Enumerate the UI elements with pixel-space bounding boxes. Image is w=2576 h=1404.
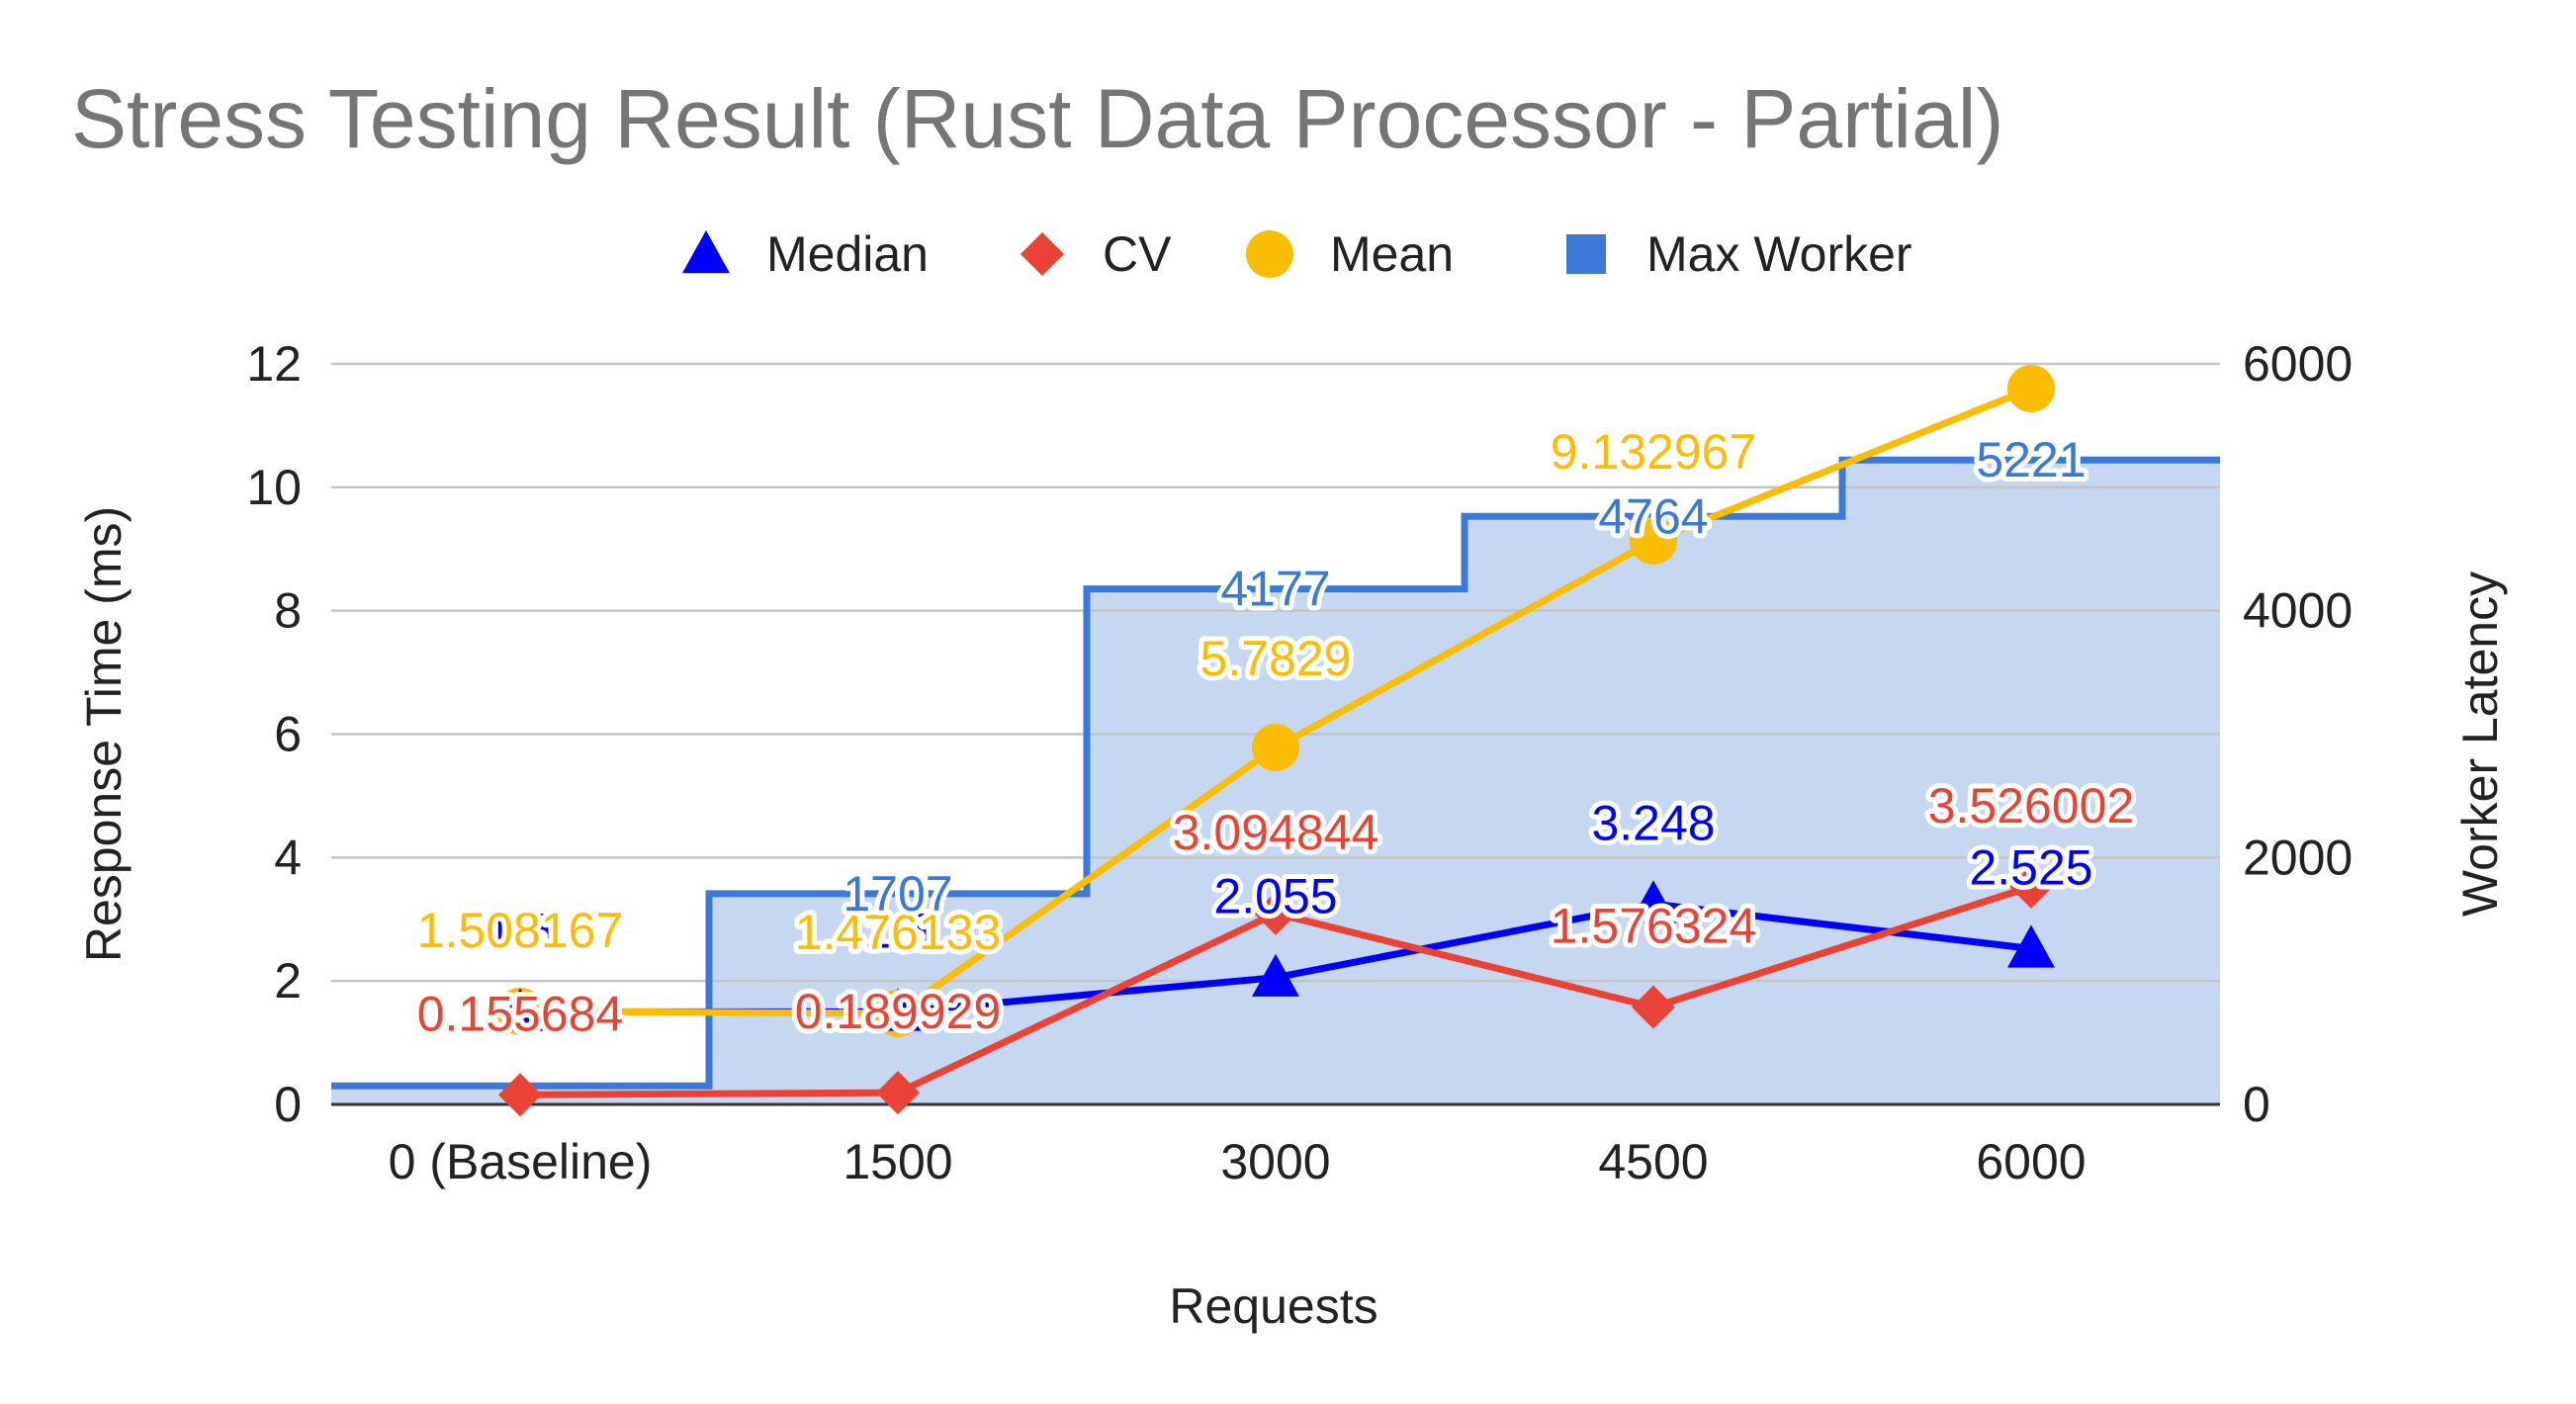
cv-point (1254, 891, 1297, 935)
cv-point (2009, 864, 2053, 909)
median-data-label: 1.5 (863, 903, 933, 958)
cv-data-label: 0.189929 (795, 984, 1002, 1039)
median-data-label: 3.248 (1591, 795, 1715, 850)
x-tick-label: 6000 (1976, 1134, 2086, 1189)
mean-data-label: 1.508167 (417, 903, 624, 958)
mean-point (1252, 724, 1299, 772)
y-tick-label: 12 (246, 336, 302, 392)
legend-label: Mean (1330, 226, 1454, 282)
y2-axis-title: Worker Latency (2452, 571, 2508, 917)
y-tick-label: 0 (274, 1077, 302, 1132)
x-tick-label: 3000 (1220, 1134, 1330, 1189)
y-tick-label: 8 (274, 583, 302, 639)
max-worker-line (331, 456, 2220, 1090)
cv-point (498, 1073, 542, 1117)
legend-label: CV (1103, 226, 1172, 282)
mean-point (1630, 516, 1677, 565)
legend-label: Max Worker (1646, 226, 1912, 282)
x-tick-label: 4500 (1598, 1134, 1708, 1189)
x-tick-label: 0 (Baseline) (389, 1134, 653, 1189)
mean-data-label: 5.7829 (1200, 631, 1352, 686)
cv-data-label: 1.576324 (1551, 899, 1757, 954)
chart-title: Stress Testing Result (Rust Data Process… (71, 72, 2004, 165)
y-tick-label: 2 (274, 953, 302, 1009)
x-axis-title: Requests (1169, 1278, 1377, 1334)
max-worker-data-label: 4177 (1220, 562, 1330, 617)
median-point (874, 988, 922, 1031)
max-worker-legend-marker (1566, 234, 1606, 274)
cv-legend-marker (1021, 232, 1064, 276)
median-data-label: 1.5 (486, 903, 555, 958)
mean-legend-marker (1246, 230, 1293, 278)
y2-tick-label: 6000 (2243, 336, 2353, 392)
median-point (2007, 924, 2055, 968)
cv-point (876, 1071, 920, 1115)
mean-data-label: 1.476133 (795, 905, 1002, 960)
y2-tick-label: 4000 (2243, 583, 2353, 639)
median-point (1252, 953, 1299, 997)
y2-tick-label: 2000 (2243, 830, 2353, 885)
max-worker-data-label: 1707 (843, 866, 952, 921)
median-point (1630, 880, 1677, 923)
max-worker-data-label: 4764 (1598, 488, 1708, 544)
y-tick-label: 10 (246, 460, 302, 515)
x-tick-label: 1500 (843, 1134, 952, 1189)
cv-point (1632, 985, 1675, 1029)
legend-label: Median (766, 226, 929, 282)
max-worker-data-label: 5221 (1976, 432, 2086, 487)
y-tick-label: 6 (274, 707, 302, 762)
median-legend-marker (682, 230, 730, 274)
max-worker-area (331, 460, 2220, 1104)
y-tick-label: 4 (274, 830, 302, 885)
cv-data-label: 3.094844 (1173, 805, 1379, 860)
y2-tick-label: 0 (2243, 1077, 2270, 1132)
mean-point (2007, 364, 2055, 412)
cv-data-label: 0.155684 (417, 986, 624, 1041)
median-point (496, 988, 544, 1031)
cv-data-label: 3.526002 (1928, 778, 2135, 834)
median-data-label: 2.055 (1213, 869, 1337, 924)
median-data-label: 2.525 (1969, 839, 2092, 895)
mean-data-label: 9.132967 (1551, 424, 1757, 480)
y-axis-title: Response Time (ms) (76, 506, 132, 962)
